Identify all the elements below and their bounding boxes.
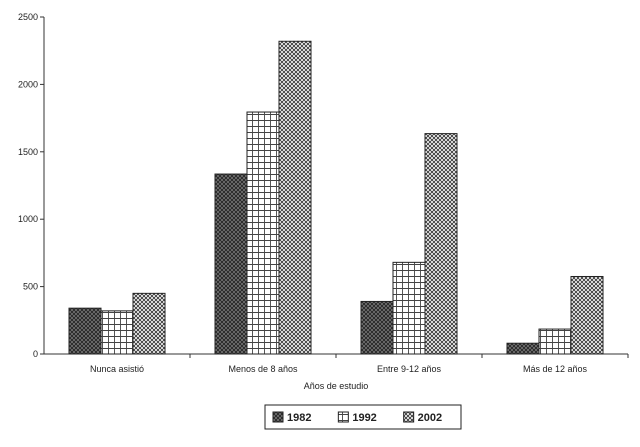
labels: 0 500 1000 1500 2000 2500 Nunca asistió Menos d…: [18, 12, 588, 374]
x-axis-title: Años de estudio: [304, 381, 369, 391]
y-tick-label: 500: [23, 282, 38, 292]
bar-1982: [68, 307, 102, 355]
y-tick-label: 0: [33, 349, 38, 359]
bar-2002: [278, 40, 312, 355]
bar-1992: [100, 310, 134, 355]
y-tick-label: 2500: [18, 12, 38, 22]
x-tick-label: Entre 9-12 años: [377, 364, 442, 374]
legend-label-1992: 1992: [352, 412, 376, 424]
legend-label-1982: 1982: [287, 412, 311, 424]
y-tick-label: 1500: [18, 147, 38, 157]
bar-1982: [506, 342, 540, 355]
bars: [68, 40, 604, 355]
y-tick-label: 1000: [18, 214, 38, 224]
bar-1992: [246, 111, 280, 355]
bar-1982: [360, 300, 394, 355]
legend-label-2002: 2002: [418, 412, 442, 424]
bar-1992: [392, 261, 426, 355]
x-tick-label: Nunca asistió: [90, 364, 144, 374]
legend: 1982 1992 2002: [264, 404, 462, 430]
x-tick-label: Más de 12 años: [523, 364, 588, 374]
axes: [40, 16, 629, 358]
bar-2002: [132, 292, 166, 355]
legend-swatch-1992: [337, 411, 349, 423]
bar-1992: [538, 328, 572, 355]
bar-1982: [214, 173, 248, 355]
legend-swatch-2002: [403, 411, 415, 423]
legend-box: [264, 404, 462, 430]
bar-2002: [570, 275, 604, 355]
legend-swatch-1982: [272, 411, 284, 423]
x-tick-label: Menos de 8 años: [228, 364, 298, 374]
y-tick-label: 2000: [18, 79, 38, 89]
bar-2002: [424, 133, 458, 355]
